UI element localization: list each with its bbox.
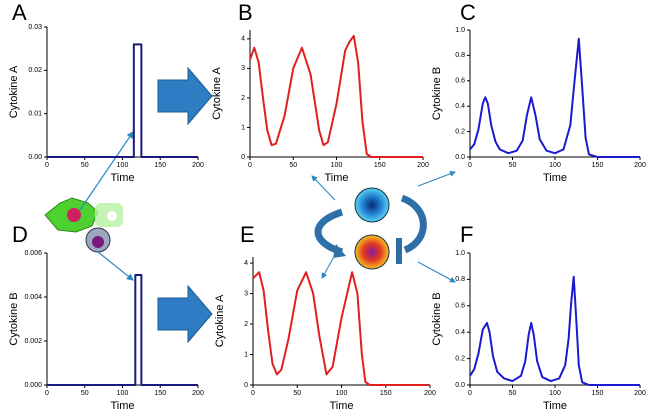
y-tick-label: 0.03: [28, 24, 42, 31]
x-tick-label: 200: [424, 390, 436, 397]
y-tick-label: 3: [241, 65, 245, 72]
x-tick-label: 0: [251, 390, 255, 397]
x-tick-label: 0: [468, 162, 472, 169]
y-tick-label: 1: [244, 351, 248, 358]
x-tick-label: 0: [248, 162, 252, 169]
panel-letter: E: [240, 222, 255, 247]
data-line: [47, 274, 198, 386]
y-axis-label: Cytokine B: [431, 292, 443, 345]
big-arrow: [157, 284, 213, 344]
x-tick-label: 50: [81, 390, 89, 397]
panel-letter: F: [460, 222, 473, 247]
y-tick-label: 0.0: [455, 382, 465, 389]
x-tick-label: 0: [45, 390, 49, 397]
y-tick-label: 0.4: [455, 103, 465, 110]
x-tick-label: 200: [417, 162, 429, 169]
x-axis-label: Time: [329, 400, 353, 412]
y-tick-label: 1.0: [455, 27, 465, 34]
y-tick-label: 0.4: [455, 329, 465, 336]
x-tick-label: 50: [509, 162, 517, 169]
x-axis-label: Time: [543, 400, 567, 412]
panel-letter: C: [460, 0, 476, 25]
link-arrow: [79, 131, 134, 211]
y-tick-label: 0.8: [455, 276, 465, 283]
y-tick-label: 0.00: [28, 154, 42, 161]
x-tick-label: 0: [45, 162, 49, 169]
y-tick-label: 0.0: [455, 154, 465, 161]
y-axis-label: Cytokine A: [8, 65, 20, 118]
x-tick-label: 150: [592, 390, 604, 397]
y-tick-label: 0.000: [24, 382, 42, 389]
x-tick-label: 50: [289, 162, 297, 169]
data-line: [47, 43, 198, 158]
x-tick-label: 100: [117, 390, 129, 397]
link-arrow: [97, 251, 134, 281]
data-line: [252, 271, 430, 386]
x-tick-label: 200: [192, 390, 204, 397]
data-line: [469, 275, 640, 386]
y-tick-label: 0.004: [24, 294, 42, 301]
data-line: [469, 37, 640, 158]
y-tick-label: 0.02: [28, 67, 42, 74]
y-tick-label: 0.01: [28, 111, 42, 118]
y-tick-label: 0.6: [455, 78, 465, 85]
x-tick-label: 200: [634, 162, 646, 169]
y-tick-label: 0.2: [455, 128, 465, 135]
feedback-loop: [311, 170, 456, 283]
data-line: [249, 34, 423, 158]
big-arrow: [157, 66, 213, 126]
y-tick-label: 3: [244, 290, 248, 297]
y-tick-label: 2: [241, 95, 245, 102]
x-tick-label: 150: [154, 162, 166, 169]
x-tick-label: 150: [154, 390, 166, 397]
immune-cells: [44, 197, 123, 253]
x-tick-label: 150: [592, 162, 604, 169]
x-axis-label: Time: [110, 172, 134, 184]
x-tick-label: 100: [549, 162, 561, 169]
y-axis-label: Cytokine A: [211, 67, 223, 120]
y-tick-label: 2: [244, 321, 248, 328]
x-tick-label: 100: [117, 162, 129, 169]
panel-letter: B: [238, 0, 253, 25]
x-tick-label: 0: [468, 390, 472, 397]
y-tick-label: 0: [241, 154, 245, 161]
x-axis-label: Time: [110, 400, 134, 412]
x-tick-label: 150: [374, 162, 386, 169]
y-tick-label: 1.0: [455, 250, 465, 257]
x-tick-label: 50: [293, 390, 301, 397]
x-tick-label: 100: [331, 162, 343, 169]
x-axis-label: Time: [543, 172, 567, 184]
y-axis-label: Cytokine B: [431, 67, 443, 120]
x-tick-label: 100: [336, 390, 348, 397]
y-tick-label: 0.8: [455, 52, 465, 59]
y-tick-label: 0.006: [24, 250, 42, 257]
panel-letter: A: [12, 0, 27, 25]
y-axis-label: Cytokine B: [8, 292, 20, 345]
y-tick-label: 0: [244, 382, 248, 389]
y-tick-label: 4: [244, 260, 248, 267]
y-tick-label: 0.002: [24, 338, 42, 345]
x-tick-label: 50: [509, 390, 517, 397]
x-tick-label: 150: [380, 390, 392, 397]
x-tick-label: 50: [81, 162, 89, 169]
y-tick-label: 0.2: [455, 355, 465, 362]
x-axis-label: Time: [324, 172, 348, 184]
x-tick-label: 100: [549, 390, 561, 397]
y-tick-label: 1: [241, 124, 245, 131]
y-tick-label: 0.6: [455, 303, 465, 310]
y-axis-label: Cytokine A: [214, 294, 226, 347]
y-tick-label: 4: [241, 36, 245, 43]
panel-letter: D: [12, 222, 28, 247]
x-tick-label: 200: [192, 162, 204, 169]
x-tick-label: 200: [634, 390, 646, 397]
